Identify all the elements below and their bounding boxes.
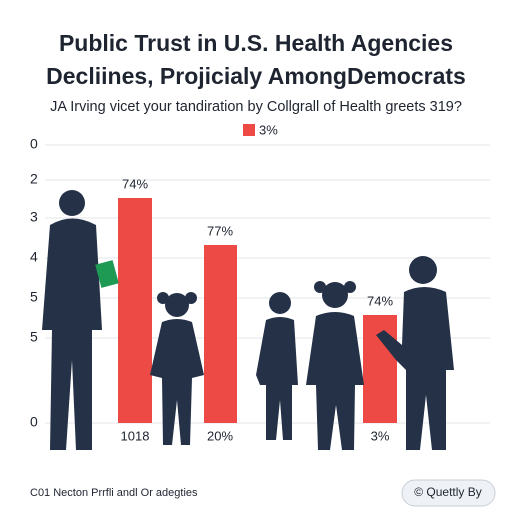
axis-label: 4 (30, 249, 38, 265)
bar-bottom-label: 1018 (121, 428, 150, 443)
silhouettes (42, 190, 454, 450)
bar-label: 77% (207, 223, 233, 238)
bar (363, 315, 397, 423)
subtitle: JA Irving vicet your tandiration by Coll… (50, 99, 462, 115)
source: C01 Necton Prrfli andl Or adegties (30, 487, 198, 499)
bar (118, 198, 152, 423)
bar-label: 74% (367, 293, 393, 308)
bar-label: 74% (122, 176, 148, 191)
bar-bottom-label: 20% (207, 428, 233, 443)
button-label[interactable]: © Quettly By (414, 485, 482, 499)
bar-bottom-label: 3% (371, 428, 390, 443)
title: Decliines, Projicialy AmongDemocrats (46, 63, 466, 89)
legend-label: 3% (259, 122, 278, 137)
button[interactable] (401, 479, 496, 507)
axis-label: 0 (30, 414, 38, 430)
axis-label: 0 (30, 136, 38, 152)
title: Public Trust in U.S. Health Agencies (59, 30, 453, 56)
legend-swatch (243, 124, 255, 136)
bar (204, 245, 237, 423)
axis-label: 3 (30, 209, 38, 225)
axis-label: 5 (30, 329, 38, 345)
axis-label: 5 (30, 289, 38, 305)
axis-label: 2 (30, 171, 38, 187)
